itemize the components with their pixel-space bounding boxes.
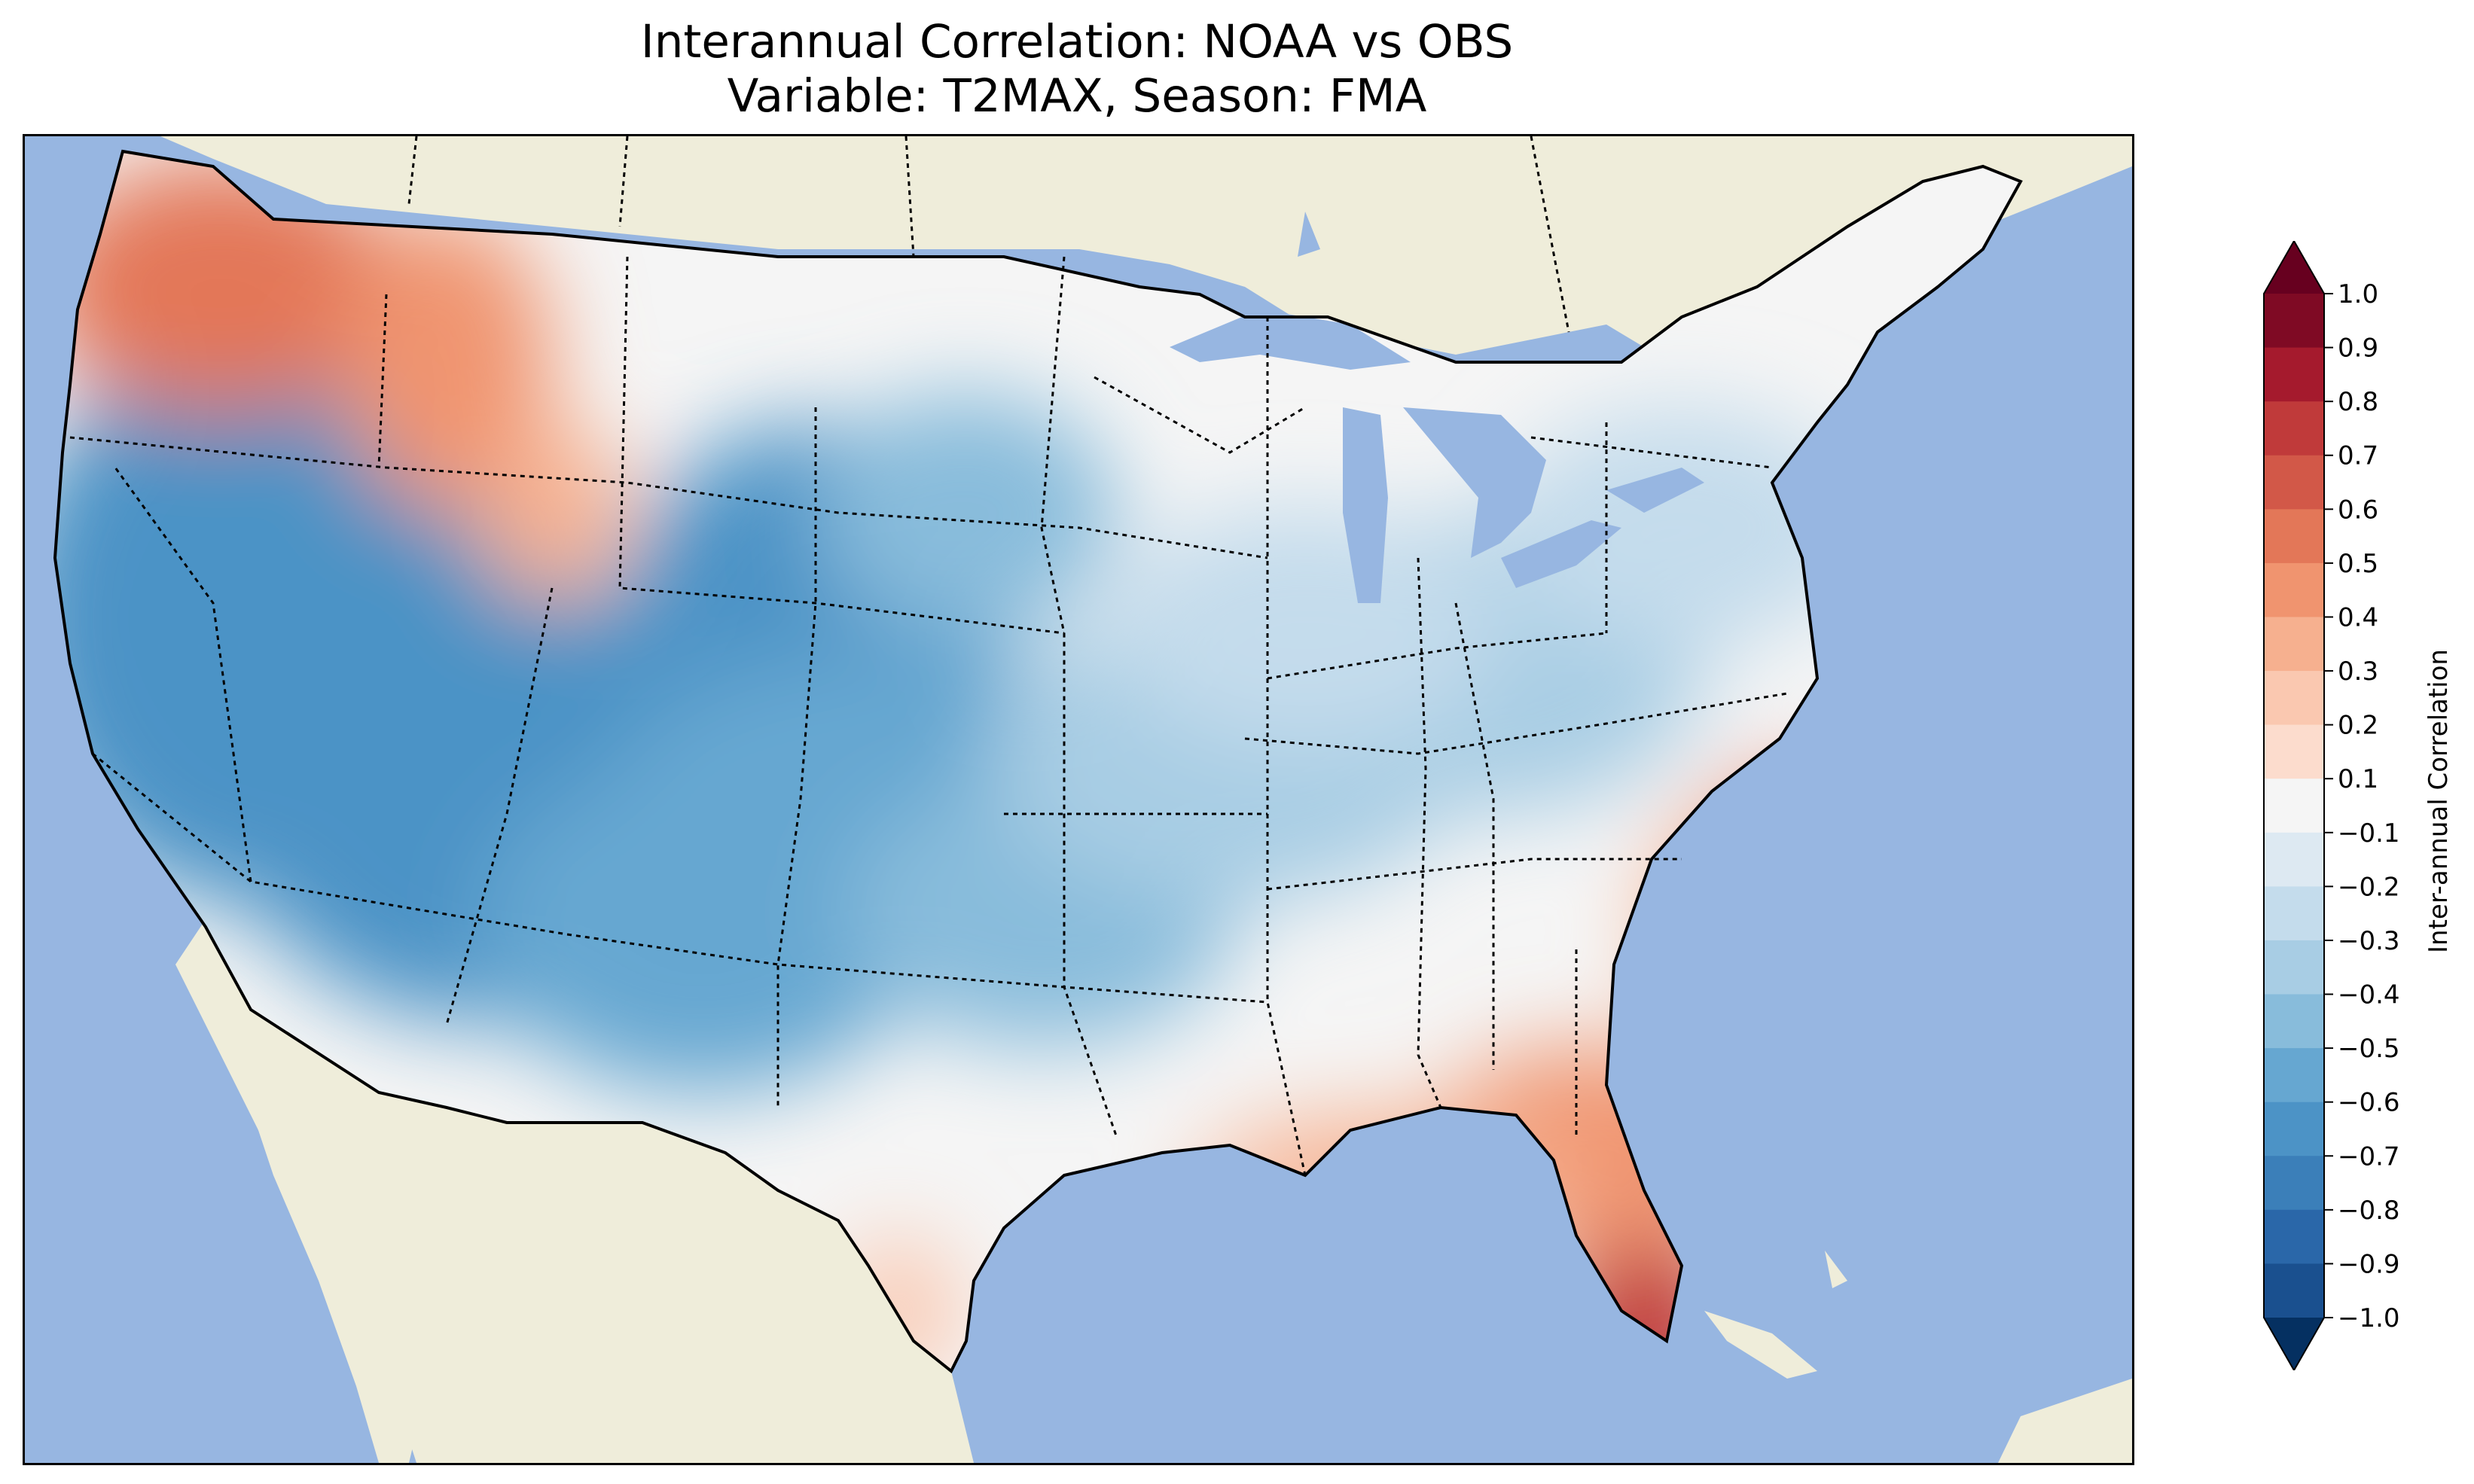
colorbar-tick-label: 0.7 [2338,441,2378,471]
colorbar: 1.0 0.9 0.8 0.7 0.6 0.5 0.4 0.3 0.2 0.1 −0.1 −0.2 −0… [2252,239,2474,1373]
canada-land [25,136,2132,407]
colorbar-tick-label: 0.2 [2338,711,2378,741]
colorbar-extend-under [2264,1318,2324,1370]
state-boundaries [69,256,1788,1176]
colorbar-band [2264,994,2324,1049]
lake-erie [1501,520,1621,588]
colorbar-band [2264,294,2324,349]
colorbar-band [2264,401,2324,456]
colorbar-band [2264,1048,2324,1103]
colorbar-tick-label: −0.8 [2338,1196,2400,1226]
colorbar-tick-label: 0.5 [2338,549,2378,579]
colorbar-tick-label: 0.8 [2338,387,2378,417]
colorbar-tick-label: −0.5 [2338,1034,2400,1064]
canada-lake [1298,212,1320,257]
colorbar-band [2264,724,2324,779]
colorbar-tick-label: 0.4 [2338,602,2378,632]
colorbar-band [2264,832,2324,887]
colorbar-band [2264,617,2324,672]
island-land [1825,1251,1847,1288]
baja-land [243,1040,416,1463]
colorbar-band [2264,562,2324,617]
caribbean-land [1998,1379,2132,1463]
colorbar-tick-label: −0.4 [2338,980,2400,1010]
colorbar-tick-label: −1.0 [2338,1303,2400,1333]
colorbar-band [2264,886,2324,941]
title-line-1: Interannual Correlation: NOAA vs OBS [640,15,1514,69]
map-panel [23,134,2134,1465]
colorbar-band [2264,940,2324,995]
colorbar-tick-label: −0.6 [2338,1088,2400,1118]
colorbar-svg: 1.0 0.9 0.8 0.7 0.6 0.5 0.4 0.3 0.2 0.1 −0.1 −0.2 −0… [2263,239,2400,1373]
lake-michigan [1343,407,1388,603]
province-boundaries [407,136,1570,333]
lake-ontario [1606,468,1704,513]
colorbar-label: Inter-annual Correlation [2424,649,2454,953]
lake-huron [1403,407,1546,558]
colorbar-band [2264,1263,2324,1318]
colorbar-band [2264,1102,2324,1156]
colorbar-band [2264,455,2324,510]
colorbar-tick-label: 1.0 [2338,279,2378,309]
map-svg [25,136,2132,1463]
title-line-2: Variable: T2MAX, Season: FMA [727,69,1427,123]
colorbar-band [2264,779,2324,833]
us-coastline [53,149,2023,1374]
mexico-land [175,919,974,1463]
colorbar-extend-over [2264,241,2324,294]
colorbar-tick-label: 0.3 [2338,657,2378,687]
colorbar-band [2264,671,2324,726]
colorbar-tick-label: 0.6 [2338,495,2378,525]
cuba-land [1704,1311,1817,1379]
colorbar-tick-label: −0.7 [2338,1141,2400,1172]
colorbar-tick-label: −0.2 [2338,872,2400,902]
chart-title: Interannual Correlation: NOAA vs OBS Var… [0,15,2154,123]
colorbar-tick-label: 0.9 [2338,334,2378,364]
colorbar-tick-label: −0.1 [2338,818,2400,849]
colorbar-tick-label: −0.3 [2338,926,2400,956]
colorbar-band [2264,1209,2324,1264]
colorbar-band [2264,347,2324,402]
colorbar-band [2264,1156,2324,1211]
colorbar-band [2264,509,2324,564]
colorbar-tick-label: −0.9 [2338,1249,2400,1279]
colorbar-tick-label: 0.1 [2338,764,2378,794]
